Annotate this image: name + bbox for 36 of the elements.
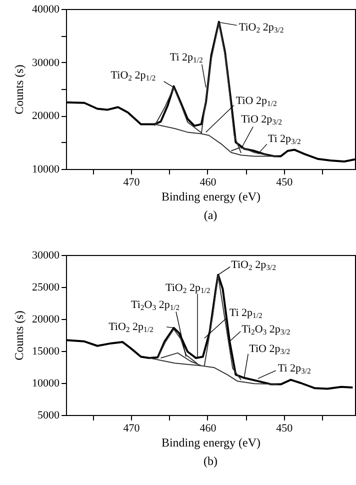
annotation: TiO$_{2}$ 2p$_{1/2}$ [110,69,156,82]
annotation: Ti$_{2}$O$_{3}$ 2p$_{1/2}$ [131,298,180,312]
x-axis-title: Binding energy (eV) [161,436,261,450]
x-tick-label: 460 [200,422,217,434]
y-tick-label: 40000 [32,4,60,16]
annotation: TiO 2p$_{1/2}$ [236,95,277,108]
y-tick-label: 30000 [32,250,60,262]
annotation: TiO$_{2}$ 2p$_{1/2}$ [166,282,210,296]
annotation: TiO$_{2}$ 2p$_{1/2}$ [108,320,154,334]
x-tick-label: 470 [123,422,140,434]
y-tick-label: 20000 [32,110,60,122]
annotation: Ti$_{2}$O$_{3}$ 2p$_{3/2}$ [242,323,290,336]
annotation: Ti 2p$_{1/2}$ [170,51,204,64]
annotation: Ti 2p$_{1/2}$ [229,307,263,320]
y-axis-title: Counts (s) [12,64,26,114]
x-axis-title: Binding energy (eV) [161,190,261,204]
y-tick-label: 15000 [32,346,60,358]
text: (b) [204,454,218,468]
y-tick-label: 5000 [38,410,60,422]
x-tick-label: 450 [276,176,294,188]
y-axis-title: Counts (s) [12,310,26,360]
x-tick-label: 460 [200,176,217,188]
annotation: Ti 2p$_{3/2}$ [278,362,312,376]
x-tick-label: 450 [276,422,294,434]
y-tick-label: 20000 [32,314,60,326]
x-tick-label: 470 [123,176,140,188]
annotation: TiO 2p$_{3/2}$ [241,114,282,127]
annotation: Ti 2p$_{3/2}$ [268,133,302,146]
annotation: TiO 2p$_{3/2}$ [249,342,290,356]
y-tick-label: 25000 [32,282,60,294]
y-tick-label: 30000 [32,56,60,69]
text: (a) [204,208,218,222]
annotation: TiO$_{2}$ 2p$_{3/2}$ [231,258,276,272]
y-tick-label: 10000 [32,378,60,390]
y-tick-label: 10000 [32,164,60,176]
annotation: TiO$_{2}$ 2p$_{3/2}$ [238,21,284,34]
